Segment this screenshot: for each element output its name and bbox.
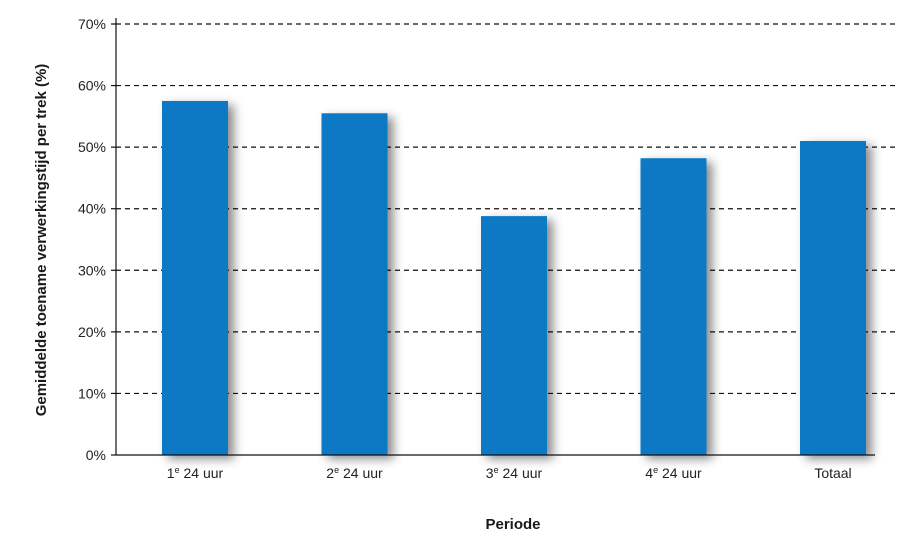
bar	[481, 216, 547, 455]
bar	[162, 100, 228, 455]
x-tick-label: 3e 24 uur	[486, 465, 543, 481]
y-tick-labels: 0% 10% 20% 30% 40% 50% 60% 70%	[78, 16, 106, 463]
bar	[800, 140, 866, 455]
y-tick-label: 10%	[78, 385, 106, 401]
x-tick-label: 1e 24 uur	[167, 465, 224, 481]
x-tick-label: 2e 24 uur	[326, 465, 383, 481]
bars	[162, 100, 866, 456]
x-tick-label: 4e 24 uur	[645, 465, 702, 481]
bar	[640, 158, 707, 455]
bar	[321, 113, 388, 456]
x-tick-label: Totaal	[814, 465, 851, 481]
y-tick-label: 70%	[78, 16, 106, 32]
y-axis-title: Gemiddelde toename verwerkingstijd per t…	[33, 64, 50, 417]
x-axis-title: Periode	[485, 516, 540, 533]
y-tick-label: 60%	[78, 78, 106, 94]
y-tick-label: 0%	[86, 447, 106, 463]
axes	[111, 18, 875, 456]
y-tick-label: 40%	[78, 201, 106, 217]
y-tick-label: 20%	[78, 324, 106, 340]
y-tick-label: 30%	[78, 262, 106, 278]
x-tick-labels: 1e 24 uur 2e 24 uur 3e 24 uur 4e 24 uur Tota…	[167, 465, 852, 481]
y-tick-label: 50%	[78, 139, 106, 155]
